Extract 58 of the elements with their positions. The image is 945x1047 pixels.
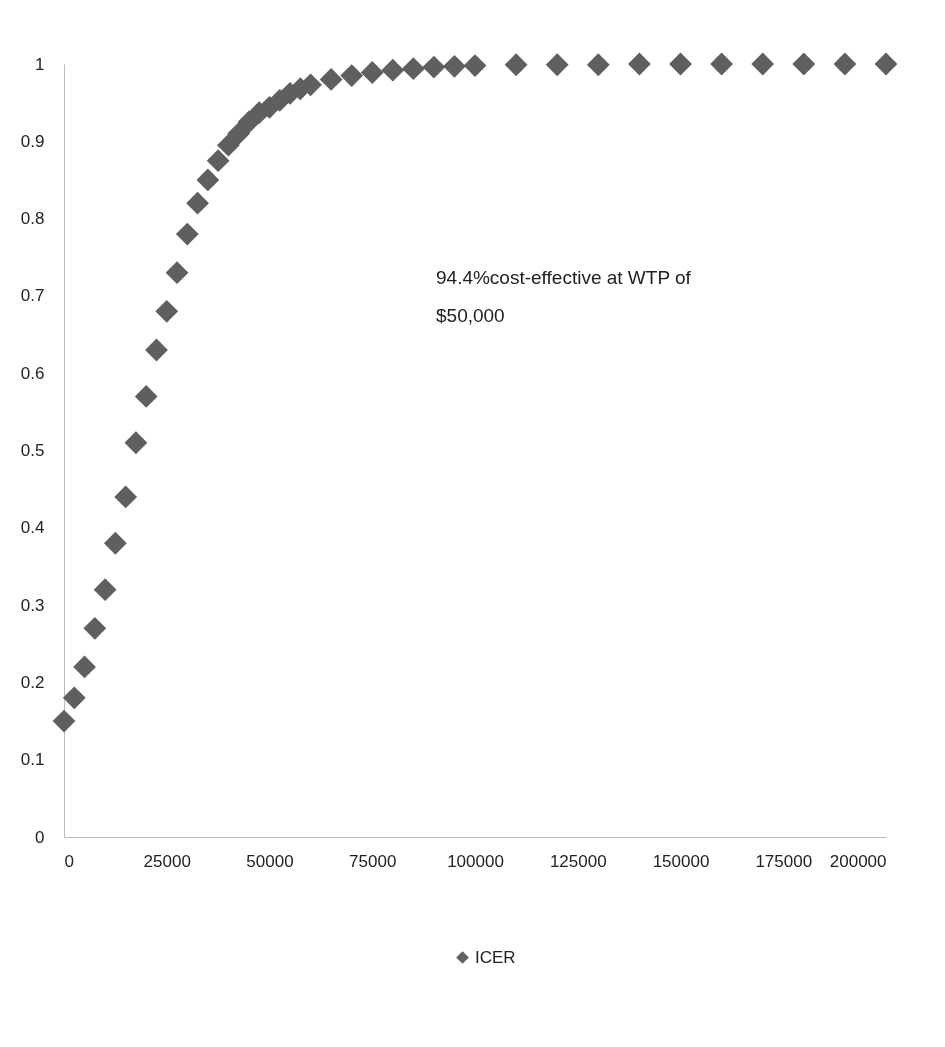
point	[628, 52, 651, 76]
point	[186, 191, 209, 215]
point	[227, 122, 251, 145]
annotation: 94.4%cost-effective at WTP of $50,000	[436, 267, 692, 326]
point	[401, 57, 425, 81]
point	[360, 61, 384, 84]
point	[165, 261, 189, 285]
point	[155, 299, 179, 323]
point	[83, 616, 107, 640]
x-tick-label: 175000	[755, 851, 813, 871]
y-tick-label: 0.1	[20, 750, 45, 770]
point	[114, 485, 138, 509]
x-tick-label: 0	[64, 851, 74, 871]
x-tick-label: 200000	[829, 851, 887, 871]
x-tick-label: 100000	[447, 851, 504, 871]
x-tick-label: 150000	[652, 851, 710, 871]
point	[175, 222, 199, 246]
point	[874, 52, 898, 76]
point	[504, 53, 528, 77]
point	[751, 52, 775, 76]
y-tick-label: 0.2	[20, 672, 45, 692]
x-tick-label: 125000	[549, 851, 607, 871]
point	[62, 686, 86, 710]
legend-label: ICER	[475, 947, 516, 967]
point	[586, 53, 610, 77]
y-tick-label: 0.8	[20, 209, 45, 229]
point	[792, 52, 816, 76]
point	[73, 655, 96, 679]
y-tick-label: 0.7	[20, 286, 45, 306]
point	[206, 149, 230, 173]
y-tick-label: 1	[35, 54, 45, 74]
point	[93, 578, 117, 602]
point	[381, 58, 405, 82]
point	[145, 338, 168, 362]
point	[710, 52, 733, 76]
point	[669, 52, 692, 76]
y-tick-label: 0.3	[20, 595, 45, 615]
point	[52, 709, 76, 733]
y-tick-label: 0.9	[20, 131, 45, 151]
point	[422, 55, 446, 79]
point	[217, 133, 240, 157]
point	[134, 384, 158, 408]
point	[103, 531, 127, 555]
y-tick-label: 0.5	[20, 441, 45, 460]
point	[833, 52, 857, 76]
point	[124, 431, 148, 455]
x-tick-label: 75000	[349, 851, 397, 871]
point	[196, 168, 220, 192]
point	[319, 68, 343, 91]
point	[340, 64, 364, 87]
x-tick-label: 50000	[246, 851, 294, 871]
point	[545, 53, 569, 77]
y-tick-label: 0	[35, 827, 45, 847]
y-tick-label: 0.6	[20, 363, 45, 383]
point	[443, 54, 466, 78]
x-tick-label: 25000	[143, 851, 191, 871]
y-tick-label: 0.4	[20, 518, 45, 538]
point	[463, 54, 487, 77]
